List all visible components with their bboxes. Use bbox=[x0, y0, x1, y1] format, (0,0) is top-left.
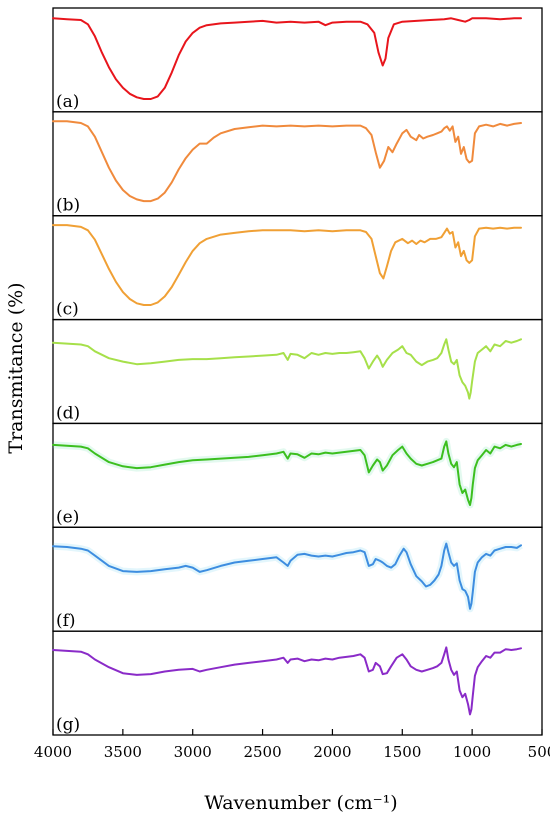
spectrum-panel: (c) bbox=[52, 215, 543, 321]
panel-frame bbox=[52, 526, 543, 632]
spectrum-line bbox=[52, 120, 522, 203]
x-tick-label: 3000 bbox=[174, 743, 212, 761]
spectrum-line bbox=[52, 17, 522, 100]
x-tick-label: 3500 bbox=[104, 743, 142, 761]
spectrum-line bbox=[52, 224, 522, 306]
spectrum-line bbox=[52, 338, 522, 400]
spectrum-panel: (g) bbox=[52, 630, 543, 736]
x-tick-label: 1500 bbox=[383, 743, 421, 761]
panel-label: (d) bbox=[56, 403, 80, 423]
panel-frame bbox=[52, 7, 543, 113]
x-tick-label: 4000 bbox=[34, 743, 72, 761]
spectrum-line bbox=[52, 440, 522, 506]
panel-frame bbox=[52, 422, 543, 528]
panel-label: (f) bbox=[56, 611, 76, 631]
panel-label: (b) bbox=[56, 196, 80, 216]
panel-frame bbox=[52, 630, 543, 736]
x-tick-label: 1000 bbox=[453, 743, 491, 761]
panel-label: (c) bbox=[56, 300, 79, 320]
panel-label: (g) bbox=[56, 715, 80, 735]
spectrum-panel: (e) bbox=[52, 422, 543, 528]
spectrum-line bbox=[52, 646, 522, 716]
panel-label: (a) bbox=[56, 92, 79, 112]
panel-label: (e) bbox=[56, 507, 79, 527]
spectrum-panel: (b) bbox=[52, 111, 543, 217]
x-axis: 4000 3500 3000 2500 2000 1500 1000 500 bbox=[34, 729, 550, 761]
x-tick-label: 500 bbox=[528, 743, 550, 761]
x-axis-title: Wavenumber (cm⁻¹) bbox=[204, 792, 397, 814]
panel-frame bbox=[52, 318, 543, 425]
x-tick-label: 2000 bbox=[313, 743, 351, 761]
panel-frame bbox=[52, 111, 543, 217]
x-tick-label: 2500 bbox=[243, 743, 281, 761]
panels-group: (a) (b) (c) (d) (e) (f) (g) bbox=[52, 7, 543, 736]
spectrum-panel: (d) bbox=[52, 318, 543, 425]
spectrum-line bbox=[52, 542, 522, 610]
spectrum-panel: (a) bbox=[52, 7, 543, 113]
spectrum-glow bbox=[52, 437, 522, 509]
y-axis-title: Transmitance (%) bbox=[5, 282, 27, 453]
spectrum-panel: (f) bbox=[52, 526, 543, 632]
spectrum-glow bbox=[52, 540, 523, 613]
